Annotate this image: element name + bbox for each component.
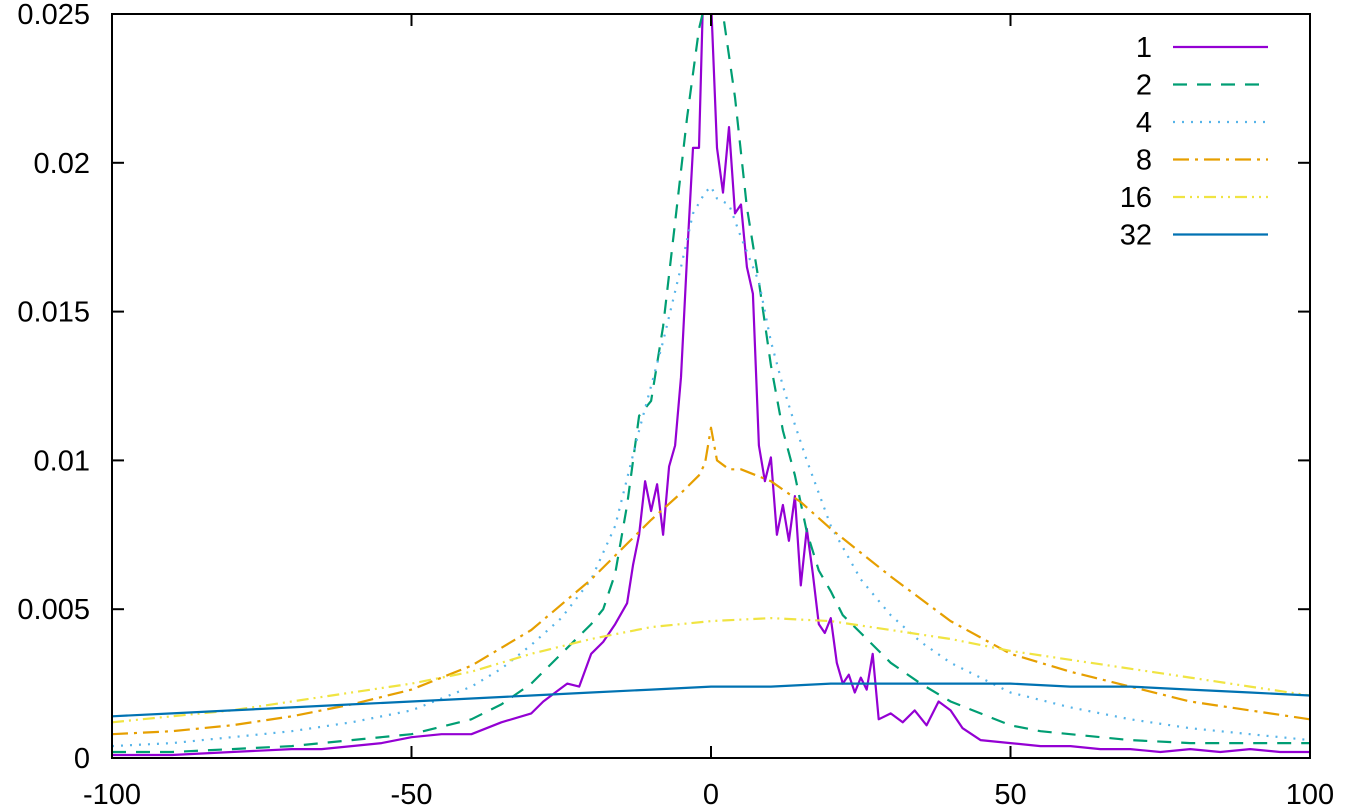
y-tick-label: 0.005 (17, 594, 90, 626)
legend-label: 2 (1136, 70, 1152, 102)
legend-entry-4: 4 (1136, 107, 1268, 139)
axes-layer: -100 -50 0 50 100 0 0.005 0.01 0.015 0.02 0.025 (17, 0, 1334, 810)
legend-label: 32 (1120, 220, 1152, 252)
series-line-8 (112, 426, 1310, 736)
series-line-2 (112, 14, 1310, 754)
legend-entry-32: 32 (1120, 220, 1268, 252)
series-line-32 (112, 682, 1310, 718)
y-tick-label: 0.01 (34, 445, 90, 477)
x-tick-label: 100 (1286, 779, 1334, 810)
x-tick-label: 0 (703, 779, 719, 810)
y-tick-label: 0.025 (17, 0, 90, 31)
series-line-1 (112, 14, 1310, 757)
x-tick-label: 50 (994, 779, 1026, 810)
legend-label: 8 (1136, 145, 1152, 177)
x-tick-label: -50 (391, 779, 433, 810)
legend: 1 2 4 8 16 32 (1120, 32, 1268, 252)
series-layer (112, 14, 1310, 757)
y-tick-label: 0.015 (17, 297, 90, 329)
legend-entry-2: 2 (1136, 70, 1268, 102)
y-tick-label: 0 (74, 743, 90, 775)
legend-label: 16 (1120, 182, 1152, 214)
legend-label: 1 (1136, 32, 1152, 64)
legend-entry-16: 16 (1120, 182, 1268, 214)
legend-entry-1: 1 (1136, 32, 1268, 64)
legend-label: 4 (1136, 107, 1152, 139)
series-line-4 (112, 185, 1310, 748)
y-tick-label: 0.02 (34, 148, 90, 180)
legend-entry-8: 8 (1136, 145, 1268, 177)
x-tick-label: -100 (83, 779, 141, 810)
